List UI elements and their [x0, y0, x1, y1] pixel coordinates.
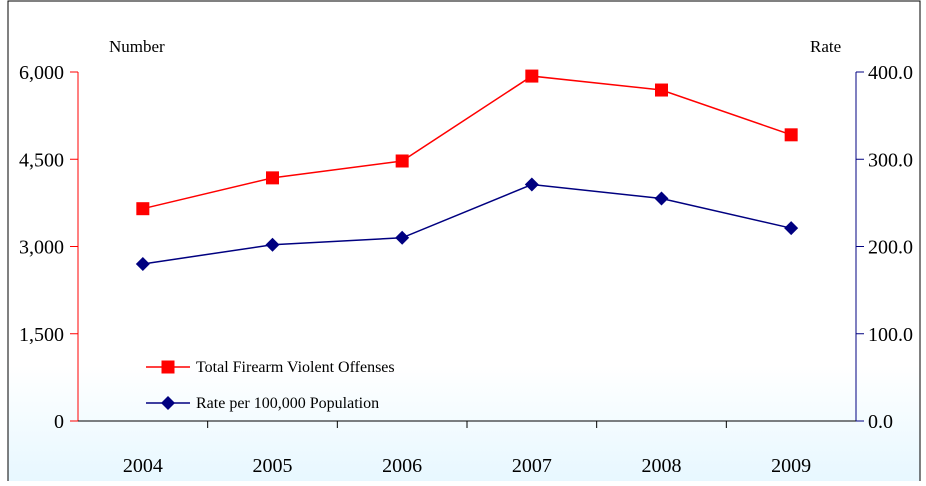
left-tick-label: 4,500: [19, 149, 64, 171]
legend-marker: [161, 360, 175, 374]
series-layer: [135, 69, 799, 271]
left-tick-label: 6,000: [19, 62, 64, 84]
data-point: [525, 69, 539, 83]
data-point: [784, 128, 798, 142]
x-tick-label: 2009: [771, 455, 811, 477]
data-point: [655, 83, 668, 97]
right-tick-label: 300.0: [868, 149, 913, 171]
left-axis-title: Number: [109, 37, 165, 56]
axes: 0 1,500 3,000 4,500 6,000 0.0 100.0 200.0 300.0 4…: [19, 62, 913, 477]
x-tick-label: 2008: [642, 455, 682, 477]
x-tick-label: 2006: [382, 455, 422, 477]
left-tick-label: 3,000: [19, 237, 64, 259]
right-tick-label: 200.0: [868, 237, 913, 259]
x-tick-label: 2007: [512, 455, 552, 477]
data-point: [136, 202, 150, 216]
legend-marker: [161, 396, 175, 410]
x-tick-label: 2004: [123, 455, 163, 477]
data-point: [266, 171, 279, 185]
legend-label: Rate per 100,000 Population: [196, 395, 379, 412]
data-point: [265, 237, 280, 252]
right-axis-title: Rate: [810, 37, 841, 56]
legend-label: Total Firearm Violent Offenses: [196, 359, 395, 376]
data-point: [395, 230, 410, 245]
right-tick-label: 0.0: [868, 411, 893, 433]
series-line-1: [142, 183, 792, 265]
series-line-0: [142, 75, 792, 210]
data-point: [135, 256, 150, 271]
data-point: [784, 221, 799, 236]
x-tick-label: 2005: [253, 455, 293, 477]
right-tick-label: 100.0: [868, 324, 913, 346]
data-point: [524, 177, 539, 192]
right-tick-label: 400.0: [868, 62, 913, 84]
left-tick-label: 1,500: [19, 324, 64, 346]
legend: Total Firearm Violent Offenses Rate per 1…: [146, 359, 395, 412]
chart-background: [7, 0, 921, 486]
left-tick-label: 0: [54, 411, 64, 433]
data-point: [654, 191, 669, 206]
data-point: [395, 154, 409, 168]
